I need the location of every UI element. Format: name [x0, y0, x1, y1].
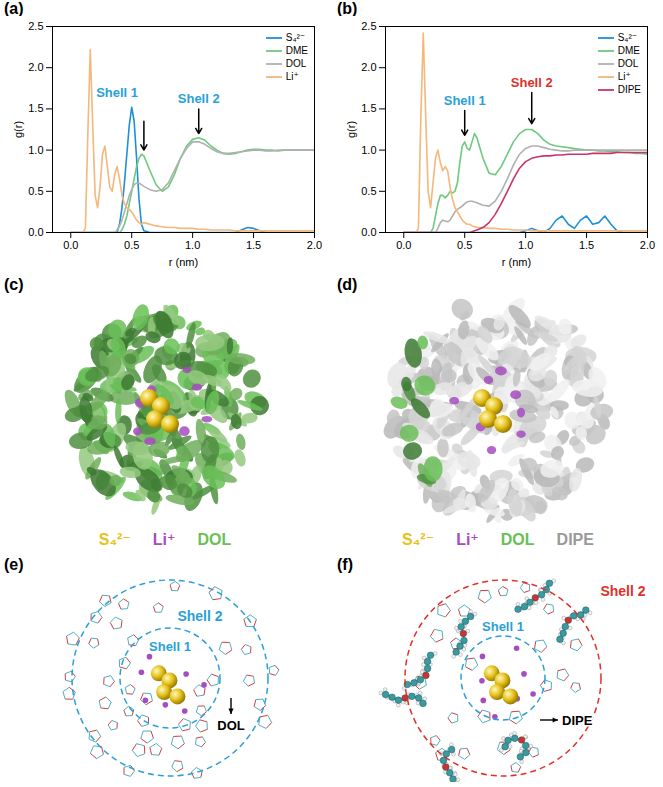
- svg-text:r (nm): r (nm): [502, 256, 531, 268]
- svg-text:Shell 1: Shell 1: [482, 619, 524, 634]
- svg-text:0.5: 0.5: [457, 239, 472, 251]
- svg-text:g(r): g(r): [345, 121, 357, 138]
- svg-text:DIPE: DIPE: [562, 713, 593, 728]
- html-text:Li⁺: Li⁺: [152, 531, 176, 548]
- svg-text:2.5: 2.5: [361, 20, 376, 32]
- svg-text:1.5: 1.5: [579, 239, 594, 251]
- svg-text:r (nm): r (nm): [169, 256, 198, 268]
- svg-text:1.5: 1.5: [28, 102, 43, 114]
- svg-text:Shell 1: Shell 1: [96, 85, 138, 100]
- html-text:DOL: DOL: [617, 58, 639, 69]
- svg-text:0.0: 0.0: [361, 226, 376, 238]
- html-text:S₄²⁻: S₄²⁻: [402, 531, 435, 548]
- html-text:S₄²⁻: S₄²⁻: [98, 531, 131, 548]
- html-text:Li⁺: Li⁺: [617, 71, 631, 82]
- html-text:S₄²⁻: S₄²⁻: [285, 32, 306, 43]
- svg-text:0.0: 0.0: [28, 226, 43, 238]
- svg-text:Shell 1: Shell 1: [444, 93, 486, 108]
- svg-text:0.0: 0.0: [63, 239, 78, 251]
- html-text:DOL: DOL: [285, 58, 307, 69]
- svg-text:1.5: 1.5: [361, 102, 376, 114]
- svg-text:0.0: 0.0: [396, 239, 411, 251]
- svg-text:0.5: 0.5: [361, 185, 376, 197]
- svg-text:2.0: 2.0: [361, 61, 376, 73]
- html-text:DOL: DOL: [197, 531, 232, 548]
- html-text:DME: DME: [617, 45, 640, 56]
- svg-text:DOL: DOL: [217, 718, 245, 733]
- html-text:(a): (a): [4, 0, 24, 17]
- html-text:DME: DME: [285, 45, 308, 56]
- svg-text:0.5: 0.5: [28, 185, 43, 197]
- svg-text:2.5: 2.5: [28, 20, 43, 32]
- html-text:DOL: DOL: [500, 531, 535, 548]
- svg-text:1.0: 1.0: [28, 144, 43, 156]
- svg-text:2.0: 2.0: [28, 61, 43, 73]
- svg-text:1.5: 1.5: [246, 239, 261, 251]
- svg-text:2.0: 2.0: [640, 239, 655, 251]
- svg-text:Shell 2: Shell 2: [178, 91, 220, 106]
- html-text:(c): (c): [4, 276, 24, 293]
- svg-text:g(r): g(r): [12, 121, 24, 138]
- html-text:(f): (f): [337, 556, 353, 573]
- html-text:Li⁺: Li⁺: [285, 71, 299, 82]
- svg-text:0.5: 0.5: [124, 239, 139, 251]
- svg-text:Shell 2: Shell 2: [511, 75, 553, 90]
- html-text:DIPE: DIPE: [556, 531, 594, 548]
- html-text:DIPE: DIPE: [617, 84, 641, 95]
- html-text:S₄²⁻: S₄²⁻: [617, 32, 637, 43]
- svg-text:Shell 2: Shell 2: [600, 583, 645, 599]
- html-text:(d): (d): [337, 276, 358, 293]
- svg-text:1.0: 1.0: [185, 239, 200, 251]
- html-text:(b): (b): [337, 0, 358, 17]
- svg-text:1.0: 1.0: [518, 239, 533, 251]
- html-text:Li⁺: Li⁺: [456, 531, 479, 548]
- svg-text:Shell 2: Shell 2: [177, 608, 222, 624]
- svg-text:1.0: 1.0: [361, 144, 376, 156]
- html-text:(e): (e): [4, 556, 24, 573]
- svg-text:2.0: 2.0: [307, 239, 322, 251]
- svg-text:Shell 1: Shell 1: [149, 639, 191, 654]
